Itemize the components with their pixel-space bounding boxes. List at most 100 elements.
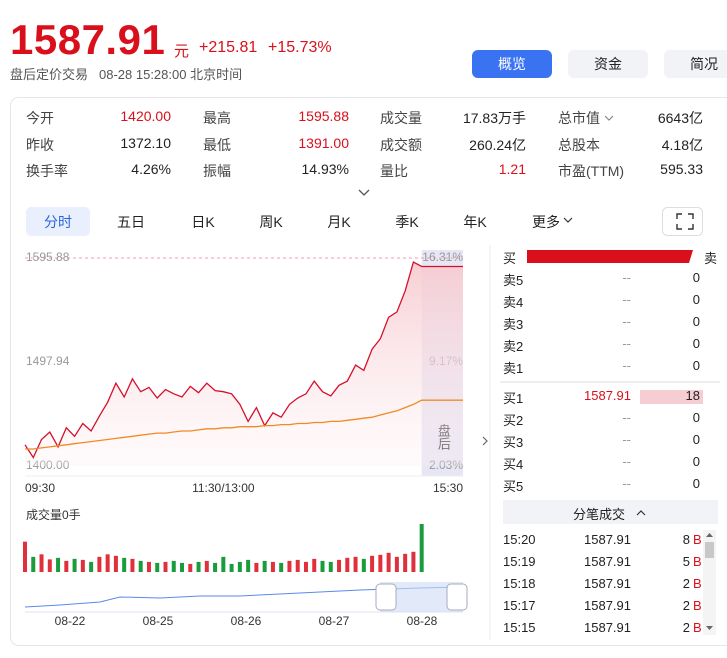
volume-bar <box>411 551 416 572</box>
chart-tab[interactable]: 日K <box>191 214 215 230</box>
book-level: 买3 <box>503 435 524 450</box>
book-qty: 0 <box>692 336 700 351</box>
book-price: -- <box>622 292 631 307</box>
stat-value: 6643亿 <box>657 110 703 126</box>
tab-button[interactable]: 简况 <box>664 50 727 78</box>
tab-button[interactable]: 概览 <box>472 50 552 78</box>
trade-time: 15:15 <box>503 620 536 635</box>
stat-label: 量比 <box>380 163 408 179</box>
trade-qty: 2 <box>682 598 690 613</box>
panel <box>10 97 727 646</box>
navigator-date: 08-22 <box>55 614 86 628</box>
chart-tab[interactable]: 分时 <box>44 214 72 230</box>
status: 盘后定价交易 <box>10 67 89 82</box>
volume-bar <box>237 561 242 572</box>
volume-bar <box>138 560 143 572</box>
volume-bar <box>378 554 383 572</box>
chart-tab[interactable]: 周K <box>259 214 283 230</box>
stat-label: 昨收 <box>26 136 54 153</box>
volume-bar <box>221 556 226 572</box>
buy-sell-bar <box>527 250 693 263</box>
trades-chevron <box>636 510 646 516</box>
navigator-handle <box>375 583 397 611</box>
volume-bar <box>80 559 85 572</box>
volume-bar <box>213 562 218 572</box>
trade-price: 1587.91 <box>584 532 631 547</box>
fullscreen-icon <box>676 213 694 230</box>
dropdown-arrow <box>604 115 614 121</box>
fullscreen-button <box>662 207 703 236</box>
volume-bar <box>64 560 69 572</box>
volume-bar <box>56 557 61 572</box>
book-level: 买4 <box>503 457 524 472</box>
trade-time: 15:17 <box>503 598 536 613</box>
trade-qty: 8 <box>682 532 690 547</box>
trade-price: 1587.91 <box>584 576 631 591</box>
volume-bar <box>113 555 118 572</box>
trade-time: 15:18 <box>503 576 536 591</box>
trade-qty: 2 <box>682 576 690 591</box>
book-level: 买5 <box>503 479 524 494</box>
book-level: 买2 <box>503 413 524 428</box>
expand-chevron <box>358 189 370 196</box>
change: +215.81 <box>199 39 258 56</box>
y2-tick-label: 16.31% <box>422 250 463 264</box>
book-level: 卖3 <box>503 317 524 332</box>
stat-label: 成交量 <box>380 110 422 126</box>
stat-value: 1420.00 <box>120 108 171 124</box>
price-unit: 元 <box>174 43 190 60</box>
volume-bar <box>394 556 399 572</box>
volume-bar <box>89 561 94 572</box>
volume-bar <box>155 562 160 572</box>
chart-tab[interactable]: 五日 <box>117 214 145 230</box>
volume-bar <box>303 561 308 572</box>
volume-bar <box>279 562 284 572</box>
volume-bar <box>295 559 300 572</box>
book-qty: 0 <box>692 454 700 469</box>
book-qty: 0 <box>692 476 700 491</box>
price-line <box>24 261 463 459</box>
volume-bar <box>23 541 27 572</box>
tab-button[interactable]: 资金 <box>568 50 648 78</box>
book-qty: 18 <box>685 388 700 403</box>
book-sell-label: 卖 <box>704 251 718 266</box>
stat-value: 4.26% <box>131 161 171 177</box>
book-price: -- <box>622 336 631 351</box>
stat-label: 成交额 <box>380 136 422 153</box>
chart-tab[interactable]: 月K <box>327 214 351 230</box>
volume-bar <box>262 560 267 572</box>
book-qty: 0 <box>692 358 700 373</box>
chart-tab[interactable]: 更多 <box>532 214 560 230</box>
price-area <box>25 262 463 466</box>
y-tick-label: 1497.94 <box>26 354 70 368</box>
trade-qty: 2 <box>682 620 690 635</box>
tab-highlight <box>26 207 90 236</box>
chart-tab[interactable]: 季K <box>395 214 419 230</box>
volume-bar <box>122 557 127 572</box>
volume-bar <box>31 556 36 572</box>
volume-bar <box>39 554 44 572</box>
stat-value: 1372.10 <box>120 134 171 151</box>
volume-bar <box>254 562 259 572</box>
trade-side: B <box>693 620 702 635</box>
x-tick-label: 09:30 <box>25 481 55 495</box>
book-level: 卖2 <box>503 339 524 354</box>
navigator-date: 08-25 <box>143 614 174 628</box>
volume-bar <box>246 559 251 572</box>
stat-label: 今开 <box>26 110 54 126</box>
trade-price: 1587.91 <box>584 554 631 569</box>
stat-value: 17.83万手 <box>462 110 526 126</box>
book-price: -- <box>622 314 631 329</box>
book-level: 卖4 <box>503 295 524 310</box>
stat-label: 最低 <box>203 136 231 153</box>
trade-price: 1587.91 <box>584 620 631 635</box>
stat-label: 总股本 <box>558 136 600 153</box>
chart-tab[interactable]: 年K <box>463 214 487 230</box>
volume-bar <box>204 560 209 572</box>
volume-bar <box>270 561 275 572</box>
stat-value: 1.21 <box>498 161 526 177</box>
stat-label: 换手率 <box>26 163 68 179</box>
trades-title[interactable]: 分笔成交 <box>573 507 626 522</box>
volume-bar <box>229 563 234 572</box>
